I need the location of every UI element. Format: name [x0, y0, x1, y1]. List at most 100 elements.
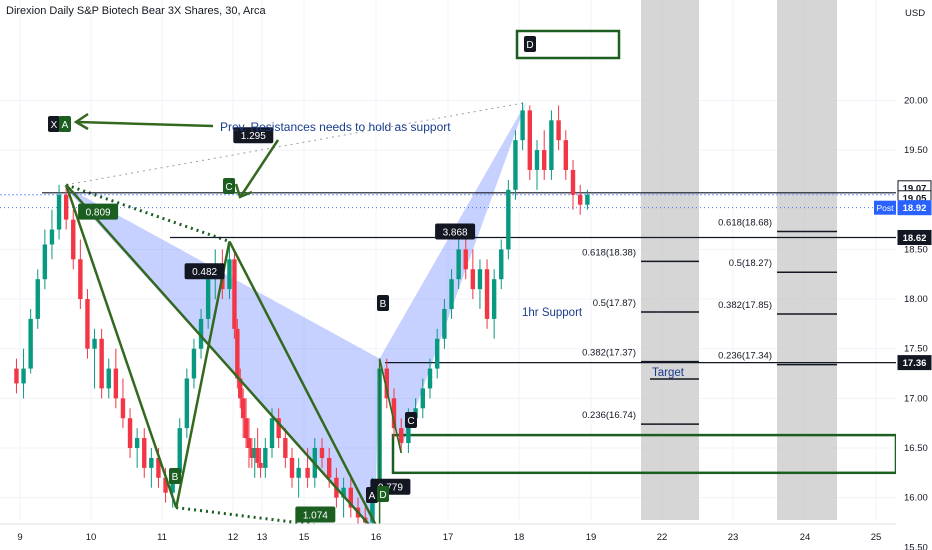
point-label: B	[172, 472, 179, 483]
candle-body	[463, 249, 468, 270]
candle-body	[319, 448, 325, 458]
price-axis-bg	[896, 0, 932, 550]
candle-body	[348, 487, 353, 508]
price-badge-label: 18.92	[903, 203, 927, 214]
candle-body	[276, 418, 281, 439]
candle-body	[92, 338, 97, 349]
candle-body	[21, 368, 26, 384]
arrow-to-c	[239, 139, 280, 197]
candle-body	[506, 189, 511, 250]
pattern-leg	[65, 184, 377, 534]
pattern-leg	[228, 240, 381, 533]
candle-body	[35, 279, 40, 319]
candle-body	[252, 448, 257, 458]
candle-body	[142, 438, 147, 468]
candle-body	[243, 418, 249, 439]
candle-body	[56, 194, 62, 230]
candle-body	[127, 418, 133, 448]
pattern-leg	[378, 358, 402, 454]
y-tick-label: 18.50	[904, 244, 928, 255]
candle-body	[427, 368, 433, 389]
y-tick-label: 16.50	[904, 443, 928, 454]
x-tick-label: 18	[514, 532, 525, 543]
candle-body	[269, 418, 275, 448]
ratio-badge	[78, 203, 119, 220]
x-tick-label: 23	[728, 532, 739, 543]
ratio-label: 1.074	[303, 511, 328, 522]
candle-body	[85, 299, 90, 349]
point-label: A	[369, 491, 376, 502]
point-badge	[223, 178, 235, 194]
arrow-head	[234, 183, 253, 199]
x-tick-label: 9	[17, 532, 22, 543]
y-tick-label: 19.50	[904, 145, 928, 156]
candle-body	[420, 388, 425, 409]
ratio-label: 1.295	[241, 131, 266, 142]
candle-body	[527, 110, 532, 170]
point-badge	[377, 486, 389, 502]
candle-body	[255, 448, 260, 463]
target-zone-left	[641, 0, 699, 520]
price-axis: USD 15.50 16.00 16.50 17.00 17.50 18.00 18.50 19…	[874, 0, 932, 550]
point-label: X	[51, 120, 58, 131]
candle-body	[249, 448, 255, 458]
point-label: C	[407, 416, 414, 427]
fib-label: 0.618(18.38)	[582, 247, 636, 258]
x-tick-label: 12	[228, 532, 239, 543]
price-badge-label: 19.07	[903, 183, 927, 194]
candle-body	[191, 348, 197, 379]
candle-body	[149, 457, 154, 468]
ratio-label: 0.779	[378, 483, 403, 494]
candle-body	[477, 269, 483, 290]
arrow-to-xa	[77, 120, 214, 128]
ratio-badge	[295, 506, 336, 523]
candle-body	[384, 368, 389, 399]
candle-body	[585, 194, 590, 205]
annotation-text: 1hr Support	[522, 307, 583, 319]
post-tag	[874, 200, 896, 215]
candle-body	[113, 368, 119, 399]
candle-body	[391, 398, 397, 429]
y-tick-label: 18.00	[904, 294, 928, 305]
x-tick-label: 25	[871, 532, 882, 543]
xd-connector	[66, 101, 527, 186]
point-badge	[48, 116, 60, 132]
point-label: D	[379, 490, 386, 501]
top-box	[515, 29, 621, 60]
candle-body	[14, 368, 19, 384]
x-tick-label: 19	[586, 532, 597, 543]
candle-body	[235, 328, 240, 379]
ratio-badge	[184, 263, 225, 280]
candle-body	[227, 259, 232, 290]
point-badge	[405, 412, 417, 428]
price-badge	[897, 355, 932, 371]
candle-body	[283, 438, 288, 458]
candle-body	[370, 487, 375, 523]
candle-body	[263, 448, 268, 468]
fib-levels: 0.618(18.38) 0.5(17.87) 0.382(17.37) 0.236(…	[582, 218, 837, 425]
candle-body	[78, 259, 83, 300]
candle-body	[406, 418, 411, 444]
point-label: B	[380, 299, 387, 310]
candle-body	[49, 229, 55, 245]
fib-label: 0.618(18.68)	[718, 218, 772, 229]
x-tick-label: 15	[299, 532, 310, 543]
time-axis-bg	[0, 524, 896, 550]
candle-body	[120, 398, 126, 419]
target-zone-right	[777, 0, 837, 520]
candle-body	[491, 279, 497, 319]
xc-connector	[65, 183, 230, 243]
candle-body	[399, 428, 404, 444]
candle-body	[520, 110, 525, 141]
candle-body	[296, 467, 301, 478]
point-badge	[377, 295, 389, 311]
candle-body	[513, 140, 518, 190]
candle-body	[205, 279, 211, 319]
annotation-text: Target	[652, 367, 685, 379]
pattern-legs	[64, 184, 402, 534]
candle-body	[238, 378, 243, 399]
candle-body	[71, 219, 76, 260]
price-badge-label: 19.05	[903, 193, 927, 204]
candle-body	[42, 244, 48, 280]
